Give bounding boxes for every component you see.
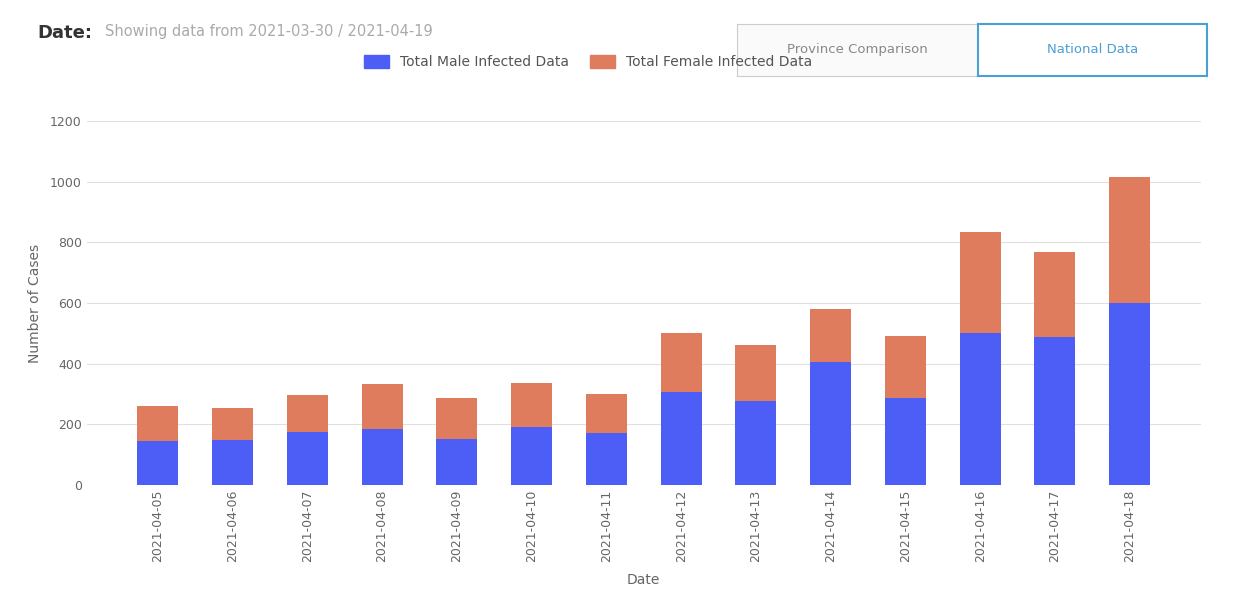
Bar	[1034, 337, 1076, 485]
Bar	[1109, 303, 1150, 485]
Text: Province Comparison: Province Comparison	[787, 44, 927, 56]
Bar	[885, 399, 926, 485]
Bar	[586, 394, 626, 433]
Text: Date:: Date:	[37, 24, 92, 42]
Bar	[361, 384, 402, 429]
Bar	[436, 439, 478, 485]
Bar	[735, 345, 776, 401]
Bar	[661, 333, 702, 393]
X-axis label: Date: Date	[628, 573, 660, 587]
Bar	[959, 333, 1000, 485]
Bar	[810, 362, 852, 485]
Bar	[287, 431, 328, 485]
Bar	[436, 399, 478, 439]
Text: National Data: National Data	[1047, 44, 1138, 56]
Bar	[959, 231, 1000, 333]
Bar	[885, 336, 926, 399]
Legend: Total Male Infected Data, Total Female Infected Data: Total Male Infected Data, Total Female I…	[357, 48, 820, 76]
Bar	[212, 440, 254, 485]
Bar	[661, 393, 702, 485]
Bar	[361, 429, 402, 485]
Bar	[511, 383, 552, 427]
Bar	[810, 309, 852, 362]
Bar	[1109, 177, 1150, 303]
Bar	[586, 433, 626, 485]
Bar	[137, 441, 178, 485]
Bar	[511, 427, 552, 485]
Text: Showing data from 2021-03-30 / 2021-04-19: Showing data from 2021-03-30 / 2021-04-1…	[105, 24, 433, 39]
Bar	[212, 408, 254, 440]
Bar	[1034, 252, 1076, 337]
Bar	[137, 406, 178, 441]
Y-axis label: Number of Cases: Number of Cases	[27, 244, 42, 362]
Bar	[735, 401, 776, 485]
Bar	[287, 395, 328, 431]
